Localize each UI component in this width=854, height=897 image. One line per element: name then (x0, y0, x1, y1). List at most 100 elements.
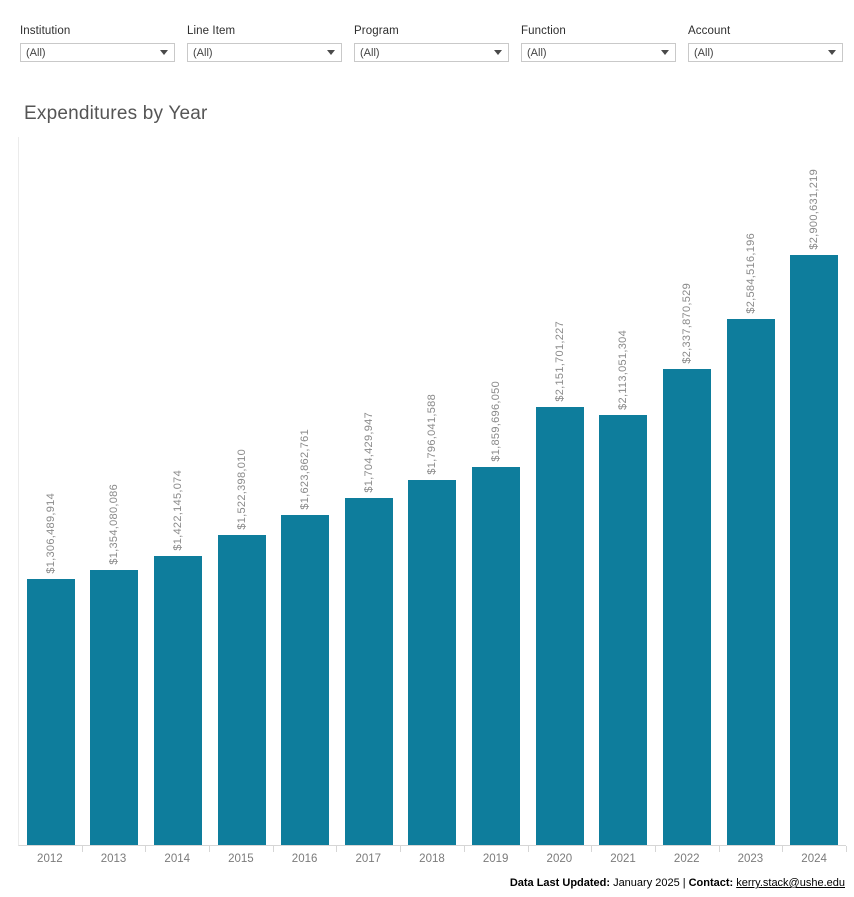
x-axis-label-2015: 2015 (228, 853, 254, 865)
bar-column-2022: $2,337,870,529 (655, 283, 719, 845)
axis-tick (719, 846, 720, 852)
bar-column-2017: $1,704,429,947 (337, 412, 401, 845)
filter-line-item: Line Item (All) (187, 25, 342, 62)
bar-2022[interactable] (662, 369, 711, 845)
filter-program-value: (All) (360, 46, 380, 59)
axis-tick (528, 846, 529, 852)
bar-column-2013: $1,354,080,086 (83, 484, 147, 845)
x-axis-label-2017: 2017 (355, 853, 382, 865)
chevron-down-icon (661, 50, 669, 55)
x-axis-label-2016: 2016 (291, 853, 318, 865)
x-axis-label-2022: 2022 (673, 853, 700, 865)
bar-2020[interactable] (535, 407, 584, 845)
bar-value-label-2015: $1,522,398,010 (235, 449, 248, 530)
filter-account-value: (All) (694, 46, 714, 59)
filter-line-item-value: (All) (193, 46, 213, 59)
bar-value-label-2023: $2,584,516,196 (744, 233, 757, 314)
bar-value-label-2018: $1,796,041,588 (426, 394, 439, 475)
axis-tick (336, 846, 337, 852)
axis-tick (782, 846, 783, 852)
filter-line-item-dropdown[interactable]: (All) (187, 43, 342, 62)
axis-tick (209, 846, 210, 852)
bar-2016[interactable] (281, 515, 330, 845)
axis-tick (591, 846, 592, 852)
filter-account: Account (All) (688, 25, 843, 62)
expenditures-bar-chart: $1,306,489,914 $1,354,080,086 $1,422,145,0… (18, 137, 847, 852)
filter-function-dropdown[interactable]: (All) (521, 43, 676, 62)
bar-value-label-2022: $2,337,870,529 (680, 283, 693, 364)
bar-value-label-2013: $1,354,080,086 (108, 484, 121, 565)
bar-value-label-2016: $1,623,862,761 (299, 429, 312, 510)
bar-2018[interactable] (408, 480, 457, 845)
filter-account-label: Account (688, 25, 731, 37)
chevron-down-icon (327, 50, 335, 55)
filter-institution: Institution (All) (20, 25, 175, 62)
bar-column-2012: $1,306,489,914 (19, 493, 83, 845)
x-axis-label-2021: 2021 (610, 853, 636, 865)
axis-tick (273, 846, 274, 852)
axis-tick (82, 846, 83, 852)
bar-2013[interactable] (90, 570, 139, 845)
bars-container: $1,306,489,914 $1,354,080,086 $1,422,145,0… (19, 137, 846, 845)
filter-institution-label: Institution (20, 25, 71, 37)
x-axis-label-2024: 2024 (801, 853, 827, 865)
filter-bar: Institution (All) Line Item (All) Progra… (20, 25, 843, 62)
bar-column-2021: $2,113,051,304 (591, 330, 655, 845)
chevron-down-icon (494, 50, 502, 55)
axis-tick (655, 846, 656, 852)
footer: Data Last Updated: January 2025 | Contact: k… (510, 877, 845, 889)
axis-tick (846, 846, 847, 852)
x-axis-label-2019: 2019 (482, 853, 509, 865)
bar-value-label-2014: $1,422,145,074 (172, 470, 185, 551)
bar-value-label-2020: $2,151,701,227 (553, 321, 566, 402)
bar-value-label-2021: $2,113,051,304 (617, 330, 630, 410)
axis-tick (400, 846, 401, 852)
x-axis-label-2020: 2020 (546, 853, 573, 865)
bar-column-2016: $1,623,862,761 (273, 429, 337, 845)
x-axis-label-2012: 2012 (37, 853, 63, 865)
bar-column-2023: $2,584,516,196 (719, 233, 783, 845)
x-axis-labels: 2012 2013 2014 2015 2016 2017 2018 2019 2020 2021… (18, 851, 846, 865)
chevron-down-icon (160, 50, 168, 55)
bar-2012[interactable] (26, 579, 75, 845)
updated-value: January 2025 (613, 877, 680, 889)
filter-program-label: Program (354, 25, 399, 37)
bar-value-label-2019: $1,859,696,050 (490, 381, 503, 462)
bar-2019[interactable] (472, 467, 521, 845)
bar-2023[interactable] (726, 319, 775, 845)
axis-tick (145, 846, 146, 852)
bar-column-2015: $1,522,398,010 (210, 449, 274, 845)
x-axis-label-2014: 2014 (164, 853, 191, 865)
filter-function-value: (All) (527, 46, 547, 59)
page-title: Expenditures by Year (24, 103, 208, 124)
bar-column-2019: $1,859,696,050 (464, 381, 528, 845)
filter-institution-value: (All) (26, 46, 46, 59)
bar-column-2014: $1,422,145,074 (146, 470, 210, 845)
bar-value-label-2012: $1,306,489,914 (44, 493, 57, 574)
contact-label: Contact: (688, 877, 734, 889)
x-axis-label-2023: 2023 (737, 853, 764, 865)
footer-divider: | (682, 877, 686, 889)
x-axis-label-2013: 2013 (100, 853, 127, 865)
bar-column-2020: $2,151,701,227 (528, 321, 592, 845)
bar-2024[interactable] (790, 255, 839, 845)
bar-column-2018: $1,796,041,588 (401, 394, 465, 845)
bar-2015[interactable] (217, 535, 266, 845)
bar-column-2024: $2,900,631,219 (782, 169, 846, 845)
updated-label: Data Last Updated: (509, 877, 611, 889)
filter-institution-dropdown[interactable]: (All) (20, 43, 175, 62)
bar-value-label-2024: $2,900,631,219 (808, 169, 821, 250)
bar-2021[interactable] (599, 415, 648, 845)
axis-tick (464, 846, 465, 852)
filter-program-dropdown[interactable]: (All) (354, 43, 509, 62)
filter-line-item-label: Line Item (187, 25, 236, 37)
filter-account-dropdown[interactable]: (All) (688, 43, 843, 62)
bar-2017[interactable] (344, 498, 393, 845)
bar-value-label-2017: $1,704,429,947 (362, 412, 375, 493)
x-axis-label-2018: 2018 (419, 853, 445, 865)
filter-program: Program (All) (354, 25, 509, 62)
filter-function: Function (All) (521, 25, 676, 62)
x-axis-ticks (19, 846, 847, 852)
contact-email-link[interactable]: kerry.stack@ushe.edu (736, 877, 845, 889)
bar-2014[interactable] (154, 556, 203, 845)
